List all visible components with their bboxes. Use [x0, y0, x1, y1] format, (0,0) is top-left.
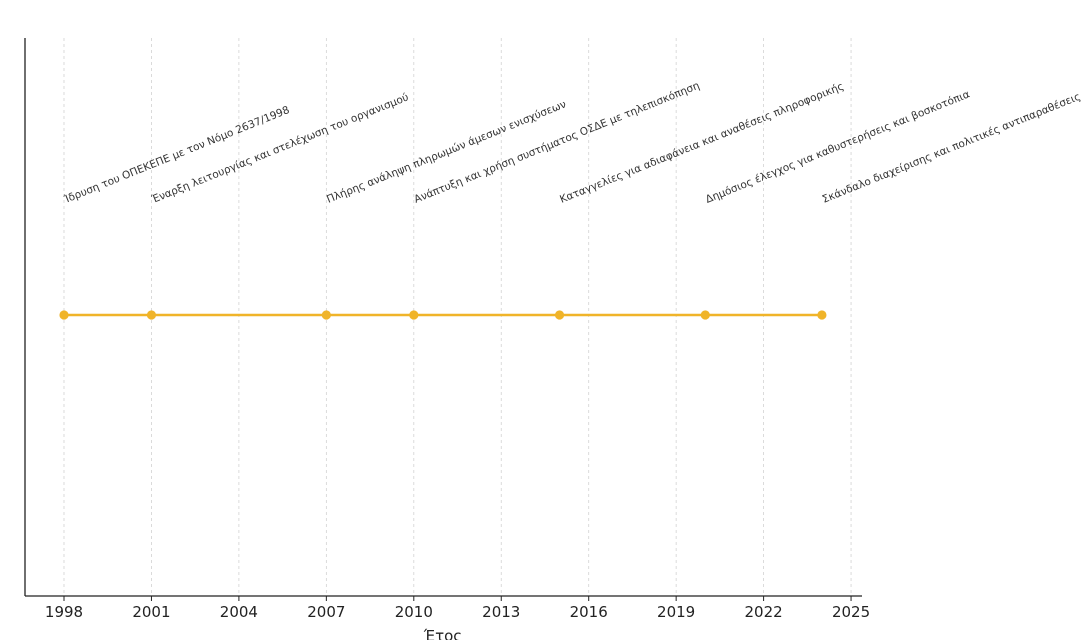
x-tick-label: 2022 — [745, 603, 783, 621]
x-tick-label: 2004 — [220, 603, 258, 621]
event-label: Καταγγελίες για αδιαφάνεια και αναθέσεις… — [558, 80, 845, 205]
x-tick-label: 2001 — [132, 603, 170, 621]
event-point — [59, 310, 69, 320]
grid-lines — [63, 38, 852, 596]
event-point — [817, 310, 827, 320]
event-point — [409, 310, 419, 320]
x-tick-label: 2019 — [657, 603, 695, 621]
timeline-series — [59, 310, 827, 320]
x-tick-label: 1998 — [45, 603, 83, 621]
x-axis-title: Έτος — [423, 627, 462, 640]
x-tick-label: 2025 — [832, 603, 870, 621]
event-point — [146, 310, 157, 320]
event-point — [321, 310, 331, 320]
event-point — [700, 310, 710, 320]
x-tick-label: 2010 — [395, 603, 433, 621]
event-label: Σκάνδαλο διαχείρισης και πολιτικές αντιπ… — [821, 91, 1083, 206]
event-point — [554, 310, 565, 320]
x-tick-label: 2013 — [482, 603, 520, 621]
event-labels: Ίδρυση του ΟΠΕΚΕΠΕ με τον Νόμο 2637/1998… — [62, 80, 1083, 206]
x-axis-ticks: 1998 2001 2004 2007 2010 2013 2016 2019 2022 2025 — [45, 596, 870, 621]
x-tick-label: 2016 — [570, 603, 608, 621]
x-tick-label: 2007 — [307, 603, 345, 621]
